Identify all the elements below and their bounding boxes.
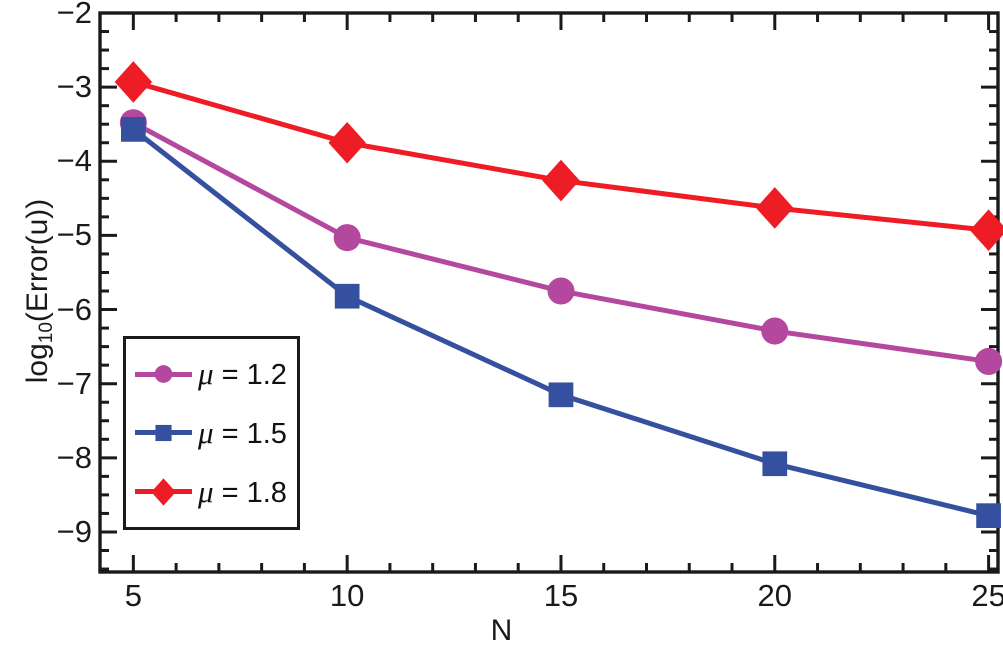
x-tick-label: 10 [329, 578, 365, 613]
chart-legend: μ = 1.2 μ = 1.5 μ = 1.8 [123, 336, 300, 530]
x-tick-label: 25 [971, 578, 1003, 613]
data-point [334, 283, 360, 309]
data-point [114, 61, 153, 103]
data-point [542, 159, 580, 202]
legend-mu-symbol: μ [198, 414, 214, 450]
legend-label: μ = 1.2 [198, 356, 287, 392]
y-tick-label: −8 [56, 439, 92, 475]
series-markers-diamond [114, 61, 1003, 252]
x-tick-label: 15 [543, 578, 579, 613]
legend-item[interactable]: μ = 1.5 [126, 407, 297, 459]
y-tick-label: −6 [56, 291, 92, 327]
data-point [969, 209, 1003, 252]
data-point [975, 347, 1003, 375]
series-markers-square [121, 117, 1001, 529]
x-axis-ticks [131, 13, 991, 572]
data-point [333, 224, 361, 252]
legend-label: μ = 1.5 [198, 414, 287, 450]
series-line [130, 79, 992, 233]
y-tick-label: −5 [56, 217, 92, 253]
legend-marker-circle-icon [154, 365, 173, 384]
y-tick-label: −4 [56, 143, 92, 179]
legend-mu-symbol: μ [198, 356, 214, 392]
legend-swatch-circle-icon [135, 357, 192, 391]
data-point [328, 121, 366, 164]
legend-marker-square-icon [155, 424, 172, 442]
legend-item[interactable]: μ = 1.2 [126, 348, 297, 400]
legend-swatch-square-icon [135, 416, 192, 450]
x-axis-label-text: N [490, 614, 513, 647]
y-tick-label: −9 [56, 513, 92, 549]
legend-label: μ = 1.8 [198, 473, 287, 509]
y-tick-label: −7 [56, 365, 92, 401]
legend-item[interactable]: μ = 1.8 [126, 466, 297, 518]
legend-marker-diamond-icon [151, 478, 176, 506]
x-tick-label: 5 [124, 578, 142, 613]
data-point [756, 187, 794, 229]
y-tick-label: −3 [56, 69, 92, 105]
legend-mu-symbol: μ [198, 473, 214, 509]
x-axis-label: N [0, 614, 1003, 648]
y-tick-label: −2 [56, 0, 92, 30]
series-circle [130, 120, 992, 364]
x-tick-label: 20 [757, 578, 793, 613]
data-point [121, 117, 146, 142]
data-point [548, 382, 574, 408]
series-line [130, 120, 992, 364]
data-point [762, 451, 788, 477]
data-point [547, 277, 575, 305]
series-diamond [130, 79, 992, 233]
data-point [761, 317, 789, 345]
data-point [976, 503, 1001, 529]
legend-swatch-diamond-icon [135, 475, 192, 509]
